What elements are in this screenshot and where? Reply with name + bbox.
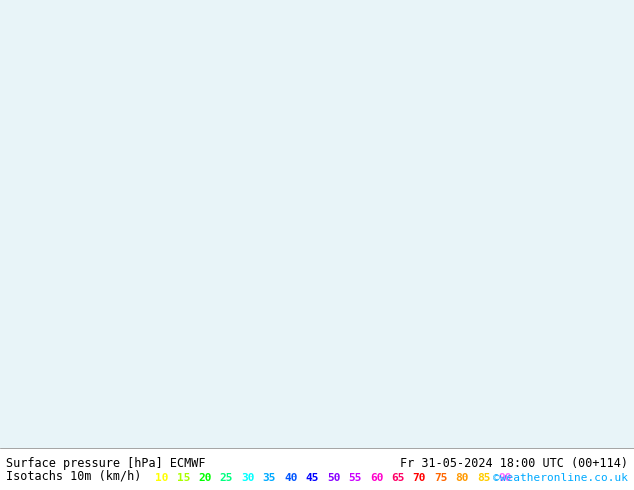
Text: 55: 55 [348,472,362,483]
Text: 80: 80 [456,472,469,483]
Text: 35: 35 [262,472,276,483]
Text: 75: 75 [434,472,448,483]
Text: 20: 20 [198,472,212,483]
Text: 60: 60 [370,472,384,483]
Text: 90: 90 [498,472,512,483]
Text: 85: 85 [477,472,491,483]
Text: ©weatheronline.co.uk: ©weatheronline.co.uk [493,472,628,483]
Text: Fr 31-05-2024 18:00 UTC (00+114): Fr 31-05-2024 18:00 UTC (00+114) [399,457,628,470]
Text: 70: 70 [413,472,426,483]
Text: 50: 50 [327,472,340,483]
Text: 15: 15 [177,472,190,483]
Text: 30: 30 [241,472,255,483]
Text: Isotachs 10m (km/h): Isotachs 10m (km/h) [6,469,149,483]
Text: 25: 25 [219,472,233,483]
Text: Surface pressure [hPa] ECMWF: Surface pressure [hPa] ECMWF [6,457,206,470]
Text: 10: 10 [155,472,169,483]
Text: 45: 45 [306,472,319,483]
Text: 65: 65 [391,472,404,483]
Text: 40: 40 [284,472,297,483]
